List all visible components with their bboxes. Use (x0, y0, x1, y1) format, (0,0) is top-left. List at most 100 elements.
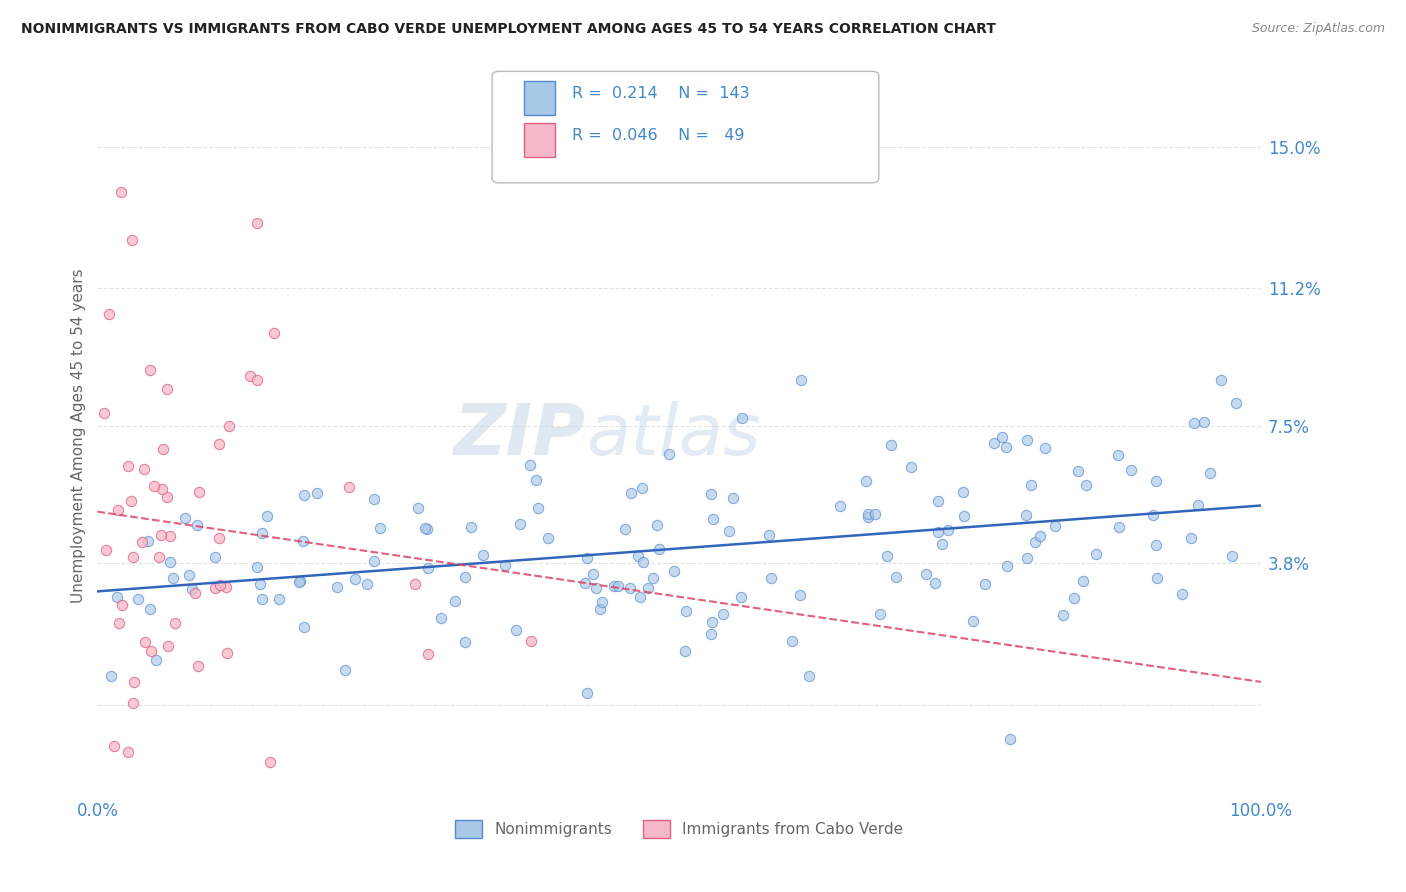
Point (156, 490, 179, 504)
Point (356, 576, 378, 591)
Point (117, 459, 139, 474)
Point (181, 582, 204, 596)
Point (145, 653, 167, 667)
Point (1180, 532, 1202, 546)
Point (648, 542, 671, 557)
Point (591, 594, 613, 608)
Point (628, 590, 651, 604)
Text: R =  0.214    N =  143: R = 0.214 N = 143 (572, 87, 749, 101)
Point (208, 531, 231, 545)
Point (494, 558, 516, 572)
Point (343, 572, 366, 586)
Point (337, 480, 360, 494)
Point (416, 522, 439, 536)
Point (174, 511, 197, 525)
Point (246, 373, 269, 387)
Point (108, 616, 131, 631)
Point (287, 574, 309, 589)
Point (239, 369, 262, 384)
Point (1085, 548, 1108, 562)
Point (797, 669, 820, 683)
Point (855, 475, 877, 489)
Point (98, 308, 121, 322)
Point (637, 581, 659, 595)
Point (208, 436, 231, 450)
Point (721, 491, 744, 505)
Point (204, 549, 226, 564)
Point (1222, 549, 1244, 563)
Point (589, 602, 612, 616)
Point (1035, 442, 1057, 456)
Point (962, 615, 984, 629)
Point (974, 577, 997, 591)
Point (122, 550, 145, 565)
Point (156, 639, 179, 653)
Point (614, 522, 637, 536)
Point (122, 696, 145, 710)
Point (509, 517, 531, 532)
Point (828, 500, 851, 514)
Point (165, 615, 187, 630)
Point (292, 488, 315, 502)
Point (1017, 433, 1039, 447)
Point (291, 533, 314, 548)
Point (884, 570, 907, 584)
Point (631, 481, 654, 495)
Point (333, 664, 356, 678)
Point (880, 438, 903, 452)
Legend: Nonimmigrants, Immigrants from Cabo Verde: Nonimmigrants, Immigrants from Cabo Verd… (449, 814, 910, 844)
Point (575, 686, 598, 700)
Point (134, 634, 156, 648)
Point (288, 574, 311, 588)
Point (188, 485, 211, 500)
Point (454, 570, 477, 584)
Point (952, 485, 974, 500)
Point (120, 493, 142, 508)
Point (215, 580, 238, 594)
Point (1028, 529, 1050, 543)
Point (138, 363, 160, 377)
Point (700, 615, 723, 629)
Point (94, 543, 117, 558)
Point (363, 491, 385, 506)
Point (215, 646, 238, 660)
Text: R =  0.046    N =   49: R = 0.046 N = 49 (572, 128, 745, 143)
Point (990, 430, 1012, 444)
Point (927, 493, 949, 508)
Point (718, 524, 741, 539)
Point (537, 532, 560, 546)
Point (252, 591, 274, 606)
Point (675, 604, 697, 618)
Point (730, 590, 752, 604)
Point (927, 524, 949, 539)
Point (1146, 571, 1168, 585)
Point (761, 571, 783, 585)
Point (1071, 574, 1094, 589)
Point (900, 460, 922, 475)
Point (997, 559, 1019, 574)
Point (915, 567, 938, 582)
Point (575, 550, 598, 565)
Point (983, 436, 1005, 450)
Point (246, 216, 269, 230)
Point (673, 644, 696, 658)
Point (519, 458, 541, 472)
Point (292, 620, 315, 634)
Point (204, 581, 226, 595)
Point (105, 590, 128, 604)
Point (159, 529, 181, 543)
Point (406, 501, 429, 516)
Point (249, 576, 271, 591)
Point (869, 607, 891, 621)
Point (627, 549, 650, 564)
Point (453, 634, 475, 648)
Point (700, 626, 723, 640)
Point (103, 739, 125, 753)
Point (267, 592, 290, 607)
Point (250, 525, 273, 540)
Point (1225, 396, 1247, 410)
Point (413, 521, 436, 535)
Point (121, 233, 143, 247)
Point (186, 517, 208, 532)
Point (416, 561, 439, 575)
